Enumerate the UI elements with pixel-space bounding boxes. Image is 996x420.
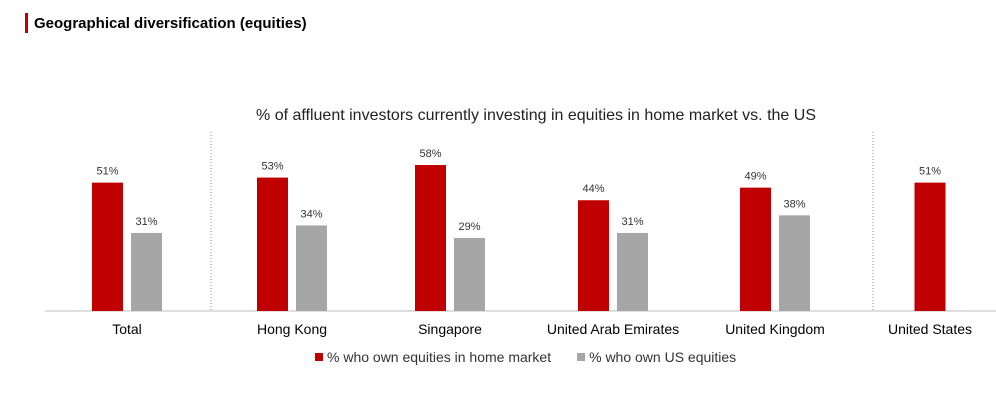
bar-us-2 xyxy=(454,238,485,311)
legend-item-home-market: % who own equities in home market xyxy=(315,349,551,365)
data-label-us-1: 34% xyxy=(300,208,322,220)
bar-home-2 xyxy=(415,165,446,311)
legend-swatch-us xyxy=(577,353,586,361)
bar-home-5 xyxy=(914,182,946,311)
bar-home-1 xyxy=(257,177,288,311)
data-label-us-3: 31% xyxy=(621,216,643,228)
category-label-0: Total xyxy=(112,321,142,337)
data-label-home-1: 53% xyxy=(261,161,283,173)
bars-layer: 51% 31% Total 53% 34% Hong Kong 58% 29% Singapor… xyxy=(92,148,972,337)
data-label-home-4: 49% xyxy=(744,171,766,183)
data-label-home-0: 51% xyxy=(96,166,118,178)
data-label-home-5: 51% xyxy=(919,166,941,178)
data-label-us-2: 29% xyxy=(458,221,480,233)
category-label-4: United Kingdom xyxy=(725,321,825,337)
chart-title: % of affluent investors currently invest… xyxy=(256,107,816,124)
bar-home-0 xyxy=(92,182,123,311)
legend-label-home-market: % who own equities in home market xyxy=(327,349,552,365)
category-label-2: Singapore xyxy=(418,321,482,337)
bar-home-4 xyxy=(740,187,771,311)
bar-us-0 xyxy=(131,232,162,311)
header-accent-bar xyxy=(25,13,28,33)
data-label-us-0: 31% xyxy=(135,216,157,228)
page-title: Geographical diversification (equities) xyxy=(34,14,307,32)
category-label-1: Hong Kong xyxy=(257,321,327,337)
category-label-5: United States xyxy=(888,321,972,337)
bar-us-4 xyxy=(779,215,810,311)
legend-swatch-home-market xyxy=(315,353,323,361)
chart-legend: % who own equities in home market % who … xyxy=(315,349,762,365)
data-label-home-3: 44% xyxy=(582,183,604,195)
category-label-3: United Arab Emirates xyxy=(547,321,679,337)
legend-item-us: % who own US equities xyxy=(577,349,736,365)
data-label-home-2: 58% xyxy=(419,148,441,160)
bar-us-3 xyxy=(617,232,648,311)
legend-label-us: % who own US equities xyxy=(589,349,737,365)
bar-us-1 xyxy=(296,225,327,311)
data-label-us-4: 38% xyxy=(783,198,805,210)
bar-home-3 xyxy=(578,200,609,311)
section-header: Geographical diversification (equities) xyxy=(25,12,307,34)
